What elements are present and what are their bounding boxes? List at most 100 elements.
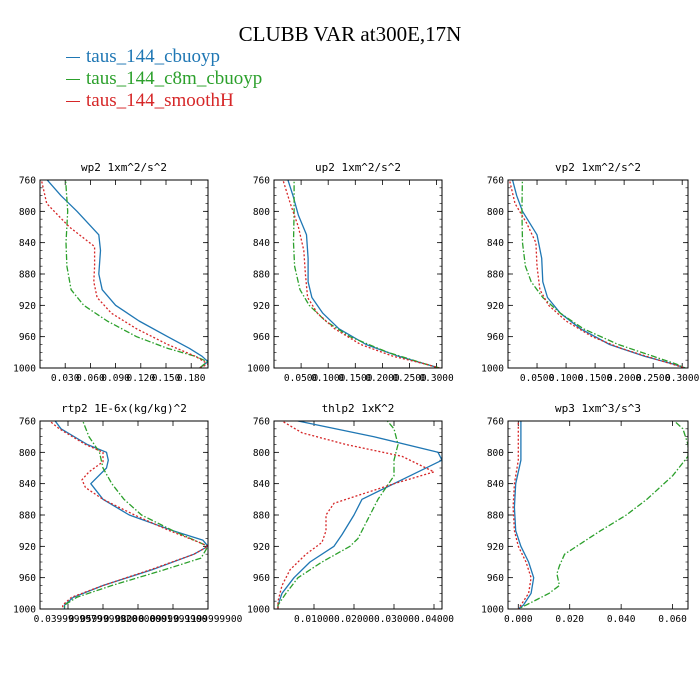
series-line [513, 421, 535, 609]
series-line [521, 180, 686, 368]
x-tick-label: 0.020 [555, 614, 584, 625]
y-tick-label: 920 [19, 542, 36, 553]
y-tick-label: 1000 [13, 605, 36, 616]
panel-title: vp2 1xm^2/s^2 [555, 161, 641, 174]
y-tick-label: 1000 [481, 364, 504, 375]
plot-panel: wp2 1xm^2/s^2 760 800 840 880 920 960 1000 0.030… [13, 161, 209, 384]
y-tick-label: 840 [253, 479, 270, 490]
plot-panel: rtp2 1E-6x(kg/kg)^2 760 800 840 880 920 960 100… [13, 402, 242, 625]
x-tick-label: 0.3000 [665, 373, 700, 384]
y-tick-label: 960 [253, 332, 270, 343]
x-tick-label: 0.1000 [549, 373, 584, 384]
x-tick-label: 0.0399999979 [34, 614, 103, 625]
series-line [63, 421, 208, 609]
x-tick-label: 0.0999999900 [139, 614, 208, 625]
x-tick-label: 0.3000 [419, 373, 454, 384]
panel-title: rtp2 1E-6x(kg/kg)^2 [61, 402, 187, 415]
y-tick-label: 920 [253, 301, 270, 312]
legend: taus_144_cbuoyp taus_144_c8m_cbuoyp taus… [66, 46, 262, 112]
legend-item: taus_144_smoothH [66, 90, 262, 112]
series-line [40, 180, 208, 368]
plot-frame [39, 179, 209, 369]
series-line [48, 421, 208, 609]
plot-frame [273, 420, 443, 610]
legend-label: taus_144_cbuoyp [86, 46, 221, 67]
figure-title: CLUBB VAR at300E,17N [238, 22, 462, 46]
y-tick-label: 840 [487, 238, 504, 249]
y-tick-label: 1000 [247, 605, 270, 616]
plot-panel: wp3 1xm^3/s^3 760 800 840 880 920 960 10000.000… [481, 402, 689, 625]
x-tick-label: 0.0599999920 [69, 614, 138, 625]
series-line [518, 421, 688, 609]
y-tick-label: 880 [253, 270, 270, 281]
series-line [277, 421, 442, 609]
y-tick-label: 1000 [481, 605, 504, 616]
plot-panel: vp2 1xm^2/s^2 760 800 840 880 920 960 1000 0.050… [481, 161, 700, 384]
x-tick-label: 0.0800000001 [104, 614, 173, 625]
legend-label: taus_144_smoothH [86, 90, 234, 111]
y-tick-label: 960 [19, 332, 36, 343]
x-tick-label: 0.000 [504, 614, 533, 625]
x-tick-label: 0.2500 [392, 373, 427, 384]
legend-swatch [66, 78, 80, 80]
x-tick-label: 0.2000 [365, 373, 400, 384]
y-tick-label: 920 [487, 542, 504, 553]
series-line [277, 421, 435, 609]
y-tick-label: 840 [253, 238, 270, 249]
x-tick-label: 0.01000 [294, 614, 334, 625]
plot-frame [507, 420, 689, 610]
x-tick-label: 0.0500 [284, 373, 319, 384]
y-tick-label: 760 [487, 176, 504, 187]
y-tick-label: 880 [487, 511, 504, 522]
y-tick-label: 880 [19, 270, 36, 281]
y-tick-label: 840 [19, 238, 36, 249]
y-tick-label: 760 [253, 417, 270, 428]
y-tick-label: 840 [487, 479, 504, 490]
x-tick-label: 0.1000 [311, 373, 346, 384]
series-line [292, 180, 440, 368]
x-tick-label: 0.1500 [578, 373, 613, 384]
y-tick-label: 800 [19, 207, 36, 218]
y-tick-label: 880 [487, 270, 504, 281]
x-tick-label: 0.03000 [374, 614, 414, 625]
y-tick-label: 760 [487, 417, 504, 428]
y-tick-label: 880 [253, 511, 270, 522]
y-tick-label: 960 [19, 573, 36, 584]
series-line [277, 421, 399, 609]
y-tick-label: 1000 [247, 364, 270, 375]
y-tick-label: 760 [253, 176, 270, 187]
y-tick-label: 800 [487, 448, 504, 459]
y-tick-label: 960 [253, 573, 270, 584]
series-line [282, 180, 440, 368]
y-tick-label: 760 [19, 176, 36, 187]
plot-frame [39, 420, 209, 610]
legend-swatch [66, 100, 80, 102]
y-tick-label: 800 [253, 207, 270, 218]
plot-panel: thlp2 1xK^2 760 800 840 880 920 960 1000 0.01000… [247, 402, 454, 625]
legend-item: taus_144_c8m_cbuoyp [66, 68, 262, 90]
panel-title: up2 1xm^2/s^2 [315, 161, 401, 174]
series-line [64, 180, 208, 368]
x-tick-label: 0.040 [607, 614, 636, 625]
y-tick-label: 880 [19, 511, 36, 522]
y-tick-label: 800 [487, 207, 504, 218]
y-tick-label: 840 [19, 479, 36, 490]
plot-panel: up2 1xm^2/s^2 760 800 840 880 920 960 1000 0.050… [247, 161, 454, 384]
y-tick-label: 760 [19, 417, 36, 428]
x-tick-label: 0.180 [177, 373, 206, 384]
x-tick-label: 0.1199999900 [174, 614, 243, 625]
x-tick-label: 0.1500 [338, 373, 373, 384]
panel-title: wp2 1xm^2/s^2 [81, 161, 167, 174]
legend-label: taus_144_c8m_cbuoyp [86, 68, 263, 89]
x-tick-label: 0.060 [658, 614, 687, 625]
x-tick-label: 0.030 [51, 373, 80, 384]
x-tick-label: 0.120 [126, 373, 155, 384]
series-line [46, 180, 208, 368]
y-tick-label: 920 [487, 301, 504, 312]
x-tick-label: 0.02000 [334, 614, 374, 625]
series-line [287, 180, 440, 368]
x-tick-label: 0.060 [76, 373, 105, 384]
y-tick-label: 800 [19, 448, 36, 459]
